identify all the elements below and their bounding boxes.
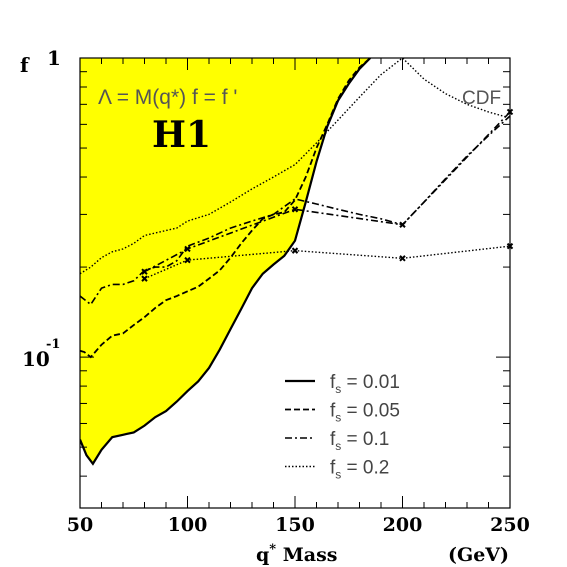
cdf-point (184, 245, 191, 253)
x-axis-label-star: * (269, 542, 276, 557)
x-tick-label: 200 (383, 514, 423, 536)
series-line-dotted (80, 58, 510, 275)
cdf-label: CDF (462, 88, 501, 109)
axes: 50 100 150 200 250 1 10-1 (22, 46, 530, 536)
cdf-point (141, 268, 148, 275)
legend: fs = 0.01 fs = 0.05 fs = 0.1 fs = 0.2 (285, 372, 400, 482)
cdf-point (291, 206, 299, 213)
cdf-point (399, 221, 406, 228)
x-axis-unit: (GeV) (448, 544, 509, 566)
labels: f q* Mass (GeV) H1 Λ = M(q*) f = f ' CDF (20, 53, 509, 566)
legend-label: fs = 0.05 (330, 401, 400, 425)
cdf-point (184, 256, 191, 264)
series-line-solid (80, 58, 372, 466)
cdf-point (291, 247, 299, 254)
x-tick-label: 100 (168, 514, 208, 536)
legend-label: fs = 0.2 (330, 458, 389, 482)
x-tick-label: 250 (490, 514, 530, 536)
y-tick-label-base: 10 (22, 347, 50, 371)
lambda-annotation: Λ = M(q*) f = f ' (98, 86, 237, 109)
experiment-label: H1 (152, 114, 211, 156)
y-tick-label-exp: -1 (46, 337, 60, 352)
x-tick-label: 50 (67, 514, 93, 536)
cdf-point (141, 275, 148, 282)
x-axis-label: q* Mass (256, 542, 337, 566)
plot-area (80, 58, 514, 466)
y-tick-label-1: 1 (47, 46, 61, 70)
x-tick-label: 150 (275, 514, 315, 536)
series-line-dashed (80, 58, 371, 359)
legend-label: fs = 0.01 (330, 372, 400, 396)
x-axis-label-q: q (256, 544, 269, 566)
legend-label: fs = 0.1 (330, 429, 389, 453)
x-axis-label-mass: Mass (276, 544, 337, 566)
cdf-line-dashdot (144, 111, 510, 273)
y-axis-label: f (20, 53, 30, 77)
excluded-region (80, 58, 371, 464)
cdf-point (399, 255, 406, 262)
